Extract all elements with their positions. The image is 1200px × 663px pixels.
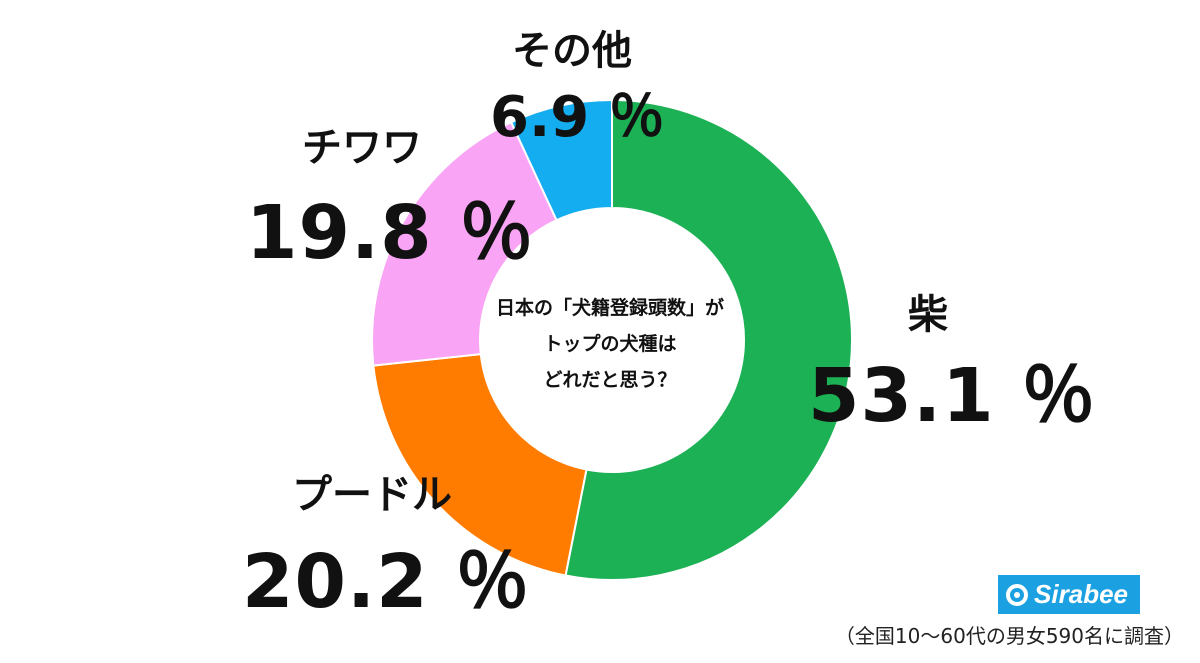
slice-label-chihuahua: チワワ: [302, 125, 422, 171]
slice-other: [509, 98, 613, 222]
sirabee-logo-text: Sirabee: [1034, 579, 1128, 609]
slice-label-shiba: 柴: [908, 292, 948, 338]
slice-label-poodle: プードル: [292, 472, 452, 518]
question-line-2: トップの犬種は: [543, 333, 677, 355]
slice-label-other: その他: [512, 28, 632, 74]
question-line-3: どれだと思う？: [543, 369, 677, 391]
slice-poodle: [372, 352, 588, 577]
slice-value-chihuahua: 19.8 ％: [246, 190, 535, 276]
sirabee-logo-icon: [1006, 583, 1029, 606]
slice-chihuahua: [371, 120, 558, 367]
slice-shiba: [564, 98, 853, 581]
slice-value-other: 6.9 ％: [490, 85, 665, 150]
question-line-1: 日本の「犬籍登録頭数」が: [495, 297, 724, 319]
slice-value-poodle: 20.2 ％: [242, 539, 531, 625]
chart-center-question: 日本の「犬籍登録頭数」が トップの犬種は どれだと思う？: [470, 290, 750, 398]
slice-value-shiba: 53.1 ％: [808, 353, 1097, 439]
sirabee-logo: Sirabee: [998, 575, 1140, 614]
survey-footnote: （全国10〜60代の男女590名に調査）: [834, 624, 1184, 648]
